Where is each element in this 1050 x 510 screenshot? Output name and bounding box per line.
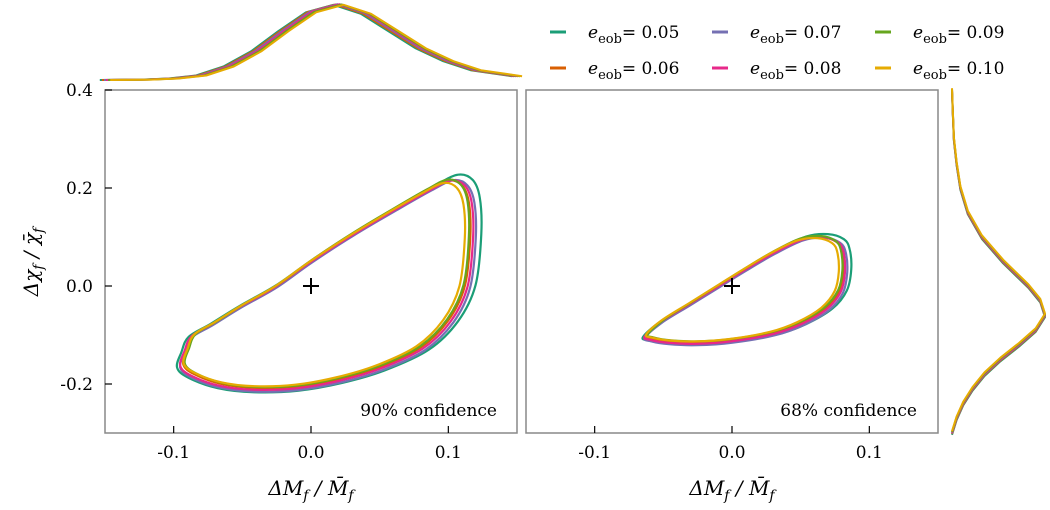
contour-0.06 <box>181 179 472 390</box>
confidence-label: 68% confidence <box>780 401 917 421</box>
legend-entry: eeob= 0.09 <box>913 23 1004 47</box>
y-tick-label: -0.2 <box>60 375 93 395</box>
y-tick-label: 0.4 <box>66 81 93 101</box>
marginal-y-0.07 <box>951 90 1046 434</box>
marginal-x-0.09 <box>108 3 521 81</box>
marginal-y-distribution <box>951 88 1046 436</box>
legend-entry: eeob= 0.07 <box>750 23 841 47</box>
y-tick-label: 0.0 <box>66 277 93 297</box>
marginal-x-0.10 <box>110 3 523 81</box>
contour-0.09 <box>183 178 471 389</box>
panel-68-confidence: -0.1 0.0 0.1 68% confidence <box>525 89 939 463</box>
y-axis-label: Δχf / χ̄f <box>19 225 47 297</box>
contour-0.08 <box>643 236 847 345</box>
x-tick-label: -0.1 <box>578 443 611 463</box>
marginal-y-0.09 <box>951 88 1046 433</box>
contour-0.10 <box>644 236 841 343</box>
marginal-y-0.10 <box>951 88 1046 432</box>
marginal-y-0.08 <box>951 89 1046 433</box>
x-tick-label: 0.0 <box>297 443 324 463</box>
confidence-label: 90% confidence <box>360 401 497 421</box>
panel-90-confidence: -0.1 0.0 0.1 -0.2 0.0 0.2 0.4 90% confidence <box>60 81 518 463</box>
contour-0.08 <box>178 179 475 392</box>
marginal-y-0.06 <box>951 91 1046 435</box>
origin-marker <box>303 278 319 294</box>
x-tick-label: 0.1 <box>856 443 883 463</box>
contour-0.10 <box>182 181 467 388</box>
y-tick-label: 0.2 <box>66 179 93 199</box>
contour-0.09 <box>646 234 844 343</box>
contour-0.07 <box>178 178 478 393</box>
panel-frame <box>525 89 939 434</box>
legend-entry: eeob= 0.08 <box>750 59 841 83</box>
x-tick-label: 0.0 <box>718 443 745 463</box>
contour-0.05 <box>641 232 853 346</box>
origin-marker <box>724 278 740 294</box>
legend: eeob= 0.05 eeob= 0.06 eeob= 0.07 eeob= 0.08… <box>550 23 1004 83</box>
x-tick-label: -0.1 <box>157 443 190 463</box>
x-tick-label: 0.1 <box>435 443 462 463</box>
contour-0.07 <box>643 236 849 347</box>
contour-0.05 <box>175 173 483 394</box>
x-axis-label-right: ΔMf / M̄f <box>688 475 777 504</box>
contour-0.06 <box>645 235 845 344</box>
marginal-y-0.05 <box>951 91 1046 436</box>
marginal-x-distribution <box>99 3 523 81</box>
legend-entry: eeob= 0.10 <box>913 59 1004 83</box>
legend-entry: eeob= 0.05 <box>588 23 679 47</box>
legend-entry: eeob= 0.06 <box>588 59 679 83</box>
x-axis-label-left: ΔMf / M̄f <box>267 475 356 504</box>
